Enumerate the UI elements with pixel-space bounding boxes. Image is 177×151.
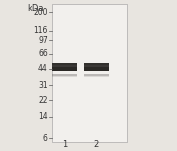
Text: 44: 44	[38, 64, 48, 73]
Text: 200: 200	[33, 8, 48, 17]
Text: 66: 66	[38, 49, 48, 58]
Text: kDa: kDa	[28, 4, 44, 13]
Text: 31: 31	[38, 81, 48, 90]
Bar	[52, 63, 77, 65]
Bar	[84, 65, 109, 67]
Bar	[84, 63, 109, 71]
Text: 22: 22	[38, 96, 48, 105]
Text: 2: 2	[94, 140, 99, 149]
Bar	[52, 76, 77, 77]
Bar	[52, 4, 127, 142]
Bar	[52, 65, 77, 67]
Text: 1: 1	[62, 140, 67, 149]
Text: 14: 14	[38, 112, 48, 121]
Bar	[84, 74, 109, 76]
Bar	[84, 76, 109, 77]
Bar	[84, 63, 109, 65]
Bar	[52, 74, 77, 76]
Text: 6: 6	[43, 134, 48, 143]
Text: 97: 97	[38, 35, 48, 45]
Text: 116: 116	[33, 26, 48, 35]
Bar	[52, 63, 77, 71]
